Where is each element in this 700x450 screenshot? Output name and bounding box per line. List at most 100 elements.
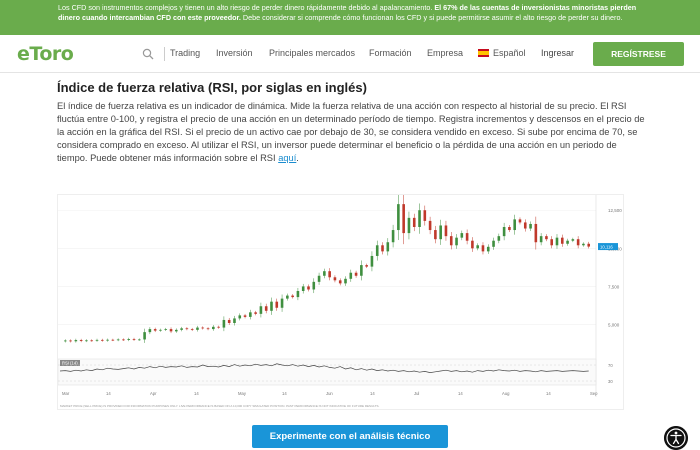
candle bbox=[217, 326, 220, 328]
candle bbox=[449, 236, 453, 246]
candle bbox=[122, 339, 125, 341]
candle bbox=[148, 329, 152, 333]
risk-warning-banner: Los CFD son instrumentos complejos y tie… bbox=[0, 0, 700, 35]
candle bbox=[90, 340, 94, 342]
candle bbox=[153, 329, 157, 331]
candle bbox=[243, 315, 247, 317]
candle bbox=[354, 272, 358, 276]
article-body: El índice de fuerza relativa es un indic… bbox=[57, 100, 647, 165]
candle bbox=[143, 332, 146, 340]
candle bbox=[571, 239, 575, 241]
x-tick-label: 14 bbox=[194, 391, 199, 396]
language-selector[interactable]: Español bbox=[493, 48, 526, 58]
x-tick-label: Apr bbox=[150, 391, 157, 396]
candle bbox=[63, 340, 67, 342]
login-link[interactable]: Ingresar bbox=[541, 48, 575, 58]
candle bbox=[307, 286, 310, 290]
candle bbox=[338, 280, 342, 284]
banner-bold-text: El 67% de las cuentas de inversionistas … bbox=[58, 3, 637, 22]
candle bbox=[534, 223, 538, 243]
candle bbox=[100, 339, 104, 341]
x-tick-label: Aug bbox=[502, 391, 510, 396]
accessibility-icon[interactable] bbox=[664, 426, 688, 450]
nav-item-empresa[interactable]: Empresa bbox=[427, 48, 464, 58]
x-tick-label: 14 bbox=[370, 391, 375, 396]
more-info-link[interactable]: aquí bbox=[278, 152, 297, 163]
nav-item-trading[interactable]: Trading bbox=[170, 48, 201, 58]
candle bbox=[159, 329, 162, 331]
candle bbox=[545, 236, 548, 240]
candle bbox=[566, 240, 569, 244]
candle bbox=[254, 312, 257, 314]
x-tick-label: Jun bbox=[326, 391, 333, 396]
candle bbox=[286, 295, 289, 299]
candle bbox=[523, 222, 527, 229]
candle bbox=[69, 340, 72, 342]
etoro-logo[interactable]: eToro bbox=[17, 43, 74, 65]
candle bbox=[529, 223, 532, 229]
nav-item-inversion[interactable]: Inversión bbox=[216, 48, 253, 58]
candle bbox=[365, 265, 368, 267]
candle bbox=[74, 340, 78, 342]
candle bbox=[175, 329, 178, 332]
candle bbox=[259, 306, 263, 314]
candle bbox=[375, 245, 379, 256]
register-button[interactable]: REGÍSTRESE bbox=[593, 42, 684, 66]
candle bbox=[95, 339, 99, 341]
candle bbox=[455, 237, 458, 246]
candle bbox=[291, 295, 294, 298]
candle bbox=[106, 339, 109, 341]
search-icon[interactable] bbox=[142, 48, 154, 60]
article-title: Índice de fuerza relativa (RSI, por sigl… bbox=[57, 80, 367, 95]
candle bbox=[185, 328, 189, 330]
nav-divider bbox=[164, 47, 165, 61]
candle bbox=[238, 315, 242, 319]
candle bbox=[471, 240, 474, 249]
candle bbox=[344, 278, 347, 284]
nav-item-principales-mercados[interactable]: Principales mercados bbox=[269, 48, 356, 58]
technical-analysis-button[interactable]: Experimente con el análisis técnico bbox=[252, 425, 448, 448]
x-tick-label: Sep bbox=[590, 391, 598, 396]
candle bbox=[275, 301, 279, 308]
banner-tail-text: Debe considerar si comprende cómo funcio… bbox=[240, 13, 623, 22]
x-tick-label: 14 bbox=[106, 391, 111, 396]
nav-item-formacion[interactable]: Formación bbox=[369, 48, 412, 58]
candle bbox=[301, 286, 305, 291]
candle bbox=[412, 217, 416, 227]
candle bbox=[587, 243, 591, 247]
spain-flag-icon bbox=[478, 49, 489, 57]
y-tick-label: 12,500 bbox=[608, 208, 622, 213]
candle bbox=[418, 210, 421, 227]
candle bbox=[465, 233, 469, 241]
last-price-label: 10,116 bbox=[600, 244, 613, 249]
candle bbox=[560, 237, 564, 244]
candle bbox=[127, 339, 131, 340]
candle bbox=[164, 329, 168, 330]
candle bbox=[79, 340, 83, 341]
candle bbox=[386, 242, 390, 252]
x-tick-label: 14 bbox=[458, 391, 463, 396]
candle bbox=[497, 236, 501, 241]
article-text: El índice de fuerza relativa es un indic… bbox=[57, 101, 645, 163]
x-tick-label: 14 bbox=[546, 391, 551, 396]
candle bbox=[508, 227, 511, 231]
candle bbox=[381, 245, 384, 252]
candle bbox=[407, 217, 411, 234]
candle bbox=[222, 319, 226, 328]
candle bbox=[402, 204, 405, 234]
candle bbox=[582, 243, 585, 246]
candle bbox=[180, 328, 183, 330]
candle bbox=[201, 327, 205, 329]
x-tick-label: 14 bbox=[282, 391, 287, 396]
candle bbox=[317, 275, 321, 282]
candle bbox=[439, 225, 442, 240]
x-tick-label: Jul bbox=[414, 391, 419, 396]
candle bbox=[270, 301, 273, 311]
candle bbox=[492, 240, 495, 247]
candle bbox=[486, 246, 490, 252]
rsi-level-label: 70 bbox=[608, 363, 613, 368]
candle bbox=[360, 265, 363, 276]
candle bbox=[423, 210, 427, 221]
